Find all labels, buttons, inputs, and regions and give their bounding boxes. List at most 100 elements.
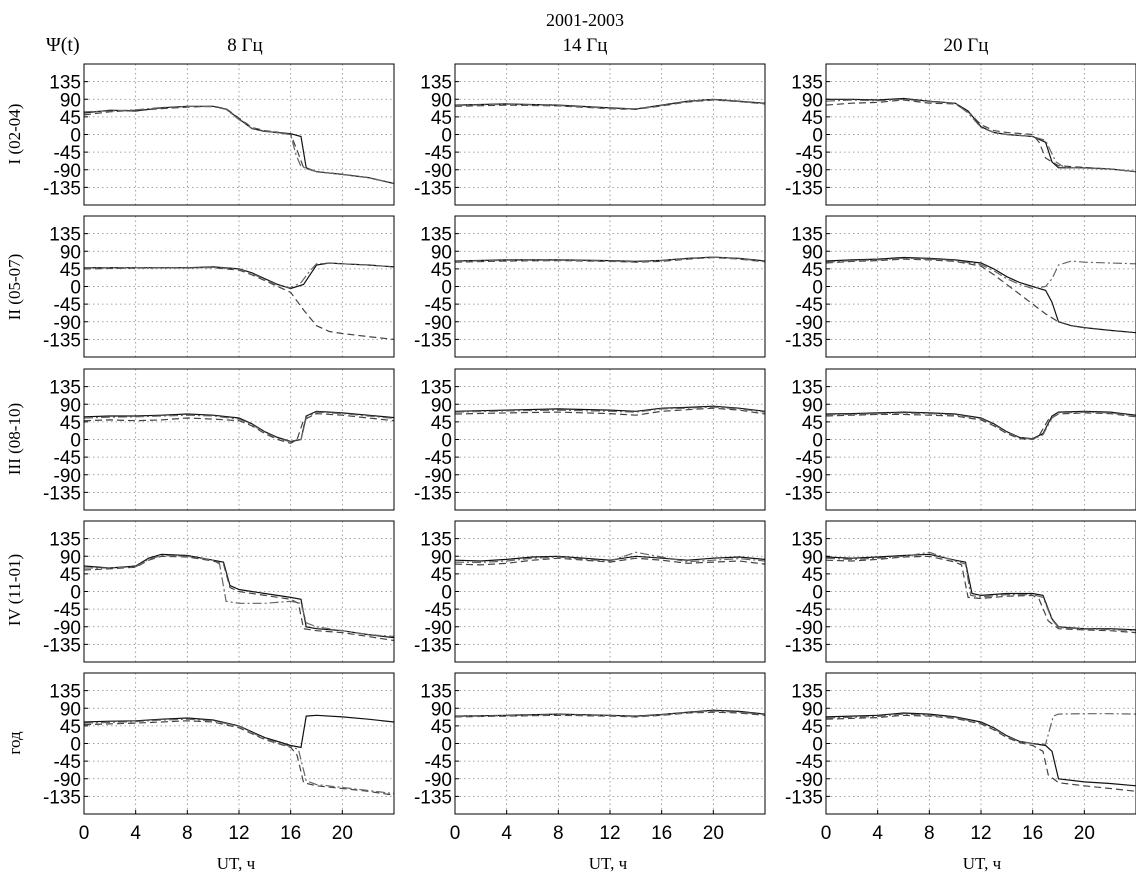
- y-tick-label: -90: [425, 161, 452, 182]
- y-tick-label: -45: [796, 448, 823, 469]
- y-tick-label: 45: [60, 565, 81, 586]
- y-tick-label: 135: [49, 682, 81, 703]
- y-tick-label: -135: [785, 178, 823, 199]
- x-tick-label: 16: [280, 823, 301, 844]
- series-line-dashed: [454, 557, 766, 566]
- y-tick-label: 0: [70, 431, 81, 452]
- y-tick-label: 135: [791, 530, 823, 551]
- y-tick-label: 0: [812, 126, 823, 147]
- y-tick-label: 90: [802, 242, 823, 263]
- x-tick-label: 16: [651, 823, 672, 844]
- y-tick-label: -90: [54, 313, 81, 334]
- y-tick-label: -90: [425, 466, 452, 487]
- series-line-dashed: [825, 714, 1136, 792]
- x-tick-label: 4: [501, 823, 512, 844]
- series-line-dash-dot: [84, 554, 395, 638]
- y-tick-label: 0: [441, 583, 452, 604]
- y-tick-label: 135: [49, 73, 81, 94]
- series-line-dash-dot: [454, 710, 766, 718]
- panel-frame: [83, 520, 395, 663]
- y-tick-label: -90: [54, 466, 81, 487]
- series-line-dash-dot: [454, 551, 766, 564]
- y-tick-label: 0: [70, 278, 81, 299]
- series-line-dash-dot: [454, 98, 766, 110]
- panel-frame: [83, 63, 395, 206]
- row-label-3: III (08-10): [5, 403, 24, 475]
- y-tick-label: -90: [796, 466, 823, 487]
- y-tick-label: -90: [796, 618, 823, 639]
- panel-frame: [83, 215, 395, 358]
- y-tick-label: -135: [785, 635, 823, 656]
- y-tick-label: -90: [54, 770, 81, 791]
- y-tick-label: 135: [49, 530, 81, 551]
- panel-frame: [825, 63, 1136, 206]
- series-line-dashed: [825, 412, 1136, 441]
- y-tick-label: -45: [425, 295, 452, 316]
- y-tick-label: 45: [802, 717, 823, 738]
- y-tick-label: -45: [796, 143, 823, 164]
- figure-suptitle: 2001-2003: [546, 10, 624, 30]
- y-tick-label: -45: [425, 600, 452, 621]
- y-tick-label: -45: [54, 600, 81, 621]
- series-line-dashed: [454, 407, 766, 416]
- y-tick-label: 135: [49, 225, 81, 246]
- series-line-dash-dot: [454, 256, 766, 263]
- y-tick-label: -90: [796, 770, 823, 791]
- series-line-dashed: [83, 412, 395, 445]
- y-tick-label: -45: [54, 448, 81, 469]
- y-tick-label: -135: [43, 635, 81, 656]
- y-tick-label: 90: [431, 395, 452, 416]
- y-tick-label: -135: [785, 330, 823, 351]
- y-tick-label: -90: [425, 618, 452, 639]
- y-tick-label: -45: [54, 143, 81, 164]
- y-tick-label: 0: [812, 431, 823, 452]
- y-tick-label: -135: [43, 787, 81, 808]
- y-tick-label: 135: [420, 378, 452, 399]
- series-line-dashed: [83, 555, 395, 642]
- y-tick-label: 45: [60, 260, 81, 281]
- y-tick-label: 135: [791, 682, 823, 703]
- y-tick-label: -135: [414, 635, 452, 656]
- y-tick-label: 0: [441, 735, 452, 756]
- y-tick-label: 90: [60, 699, 81, 720]
- y-tick-label: -135: [414, 483, 452, 504]
- x-tick-label: 0: [450, 823, 461, 844]
- y-tick-label: -90: [796, 161, 823, 182]
- series-line-dashed: [83, 720, 395, 796]
- y-tick-label: 90: [431, 242, 452, 263]
- y-tick-label: 135: [791, 378, 823, 399]
- x-tick-label: 20: [703, 823, 724, 844]
- x-tick-label: 8: [553, 823, 564, 844]
- x-tick-label: 12: [970, 823, 991, 844]
- panel-frame: [454, 368, 766, 511]
- y-tick-label: -45: [54, 295, 81, 316]
- panel-frame: [454, 520, 766, 663]
- x-tick-label: 0: [79, 823, 90, 844]
- y-tick-label: 135: [420, 73, 452, 94]
- column-title-20hz: 20 Гц: [944, 35, 989, 56]
- x-tick-label: 12: [599, 823, 620, 844]
- y-tick-label: -45: [425, 143, 452, 164]
- series-line-dash-dot: [83, 105, 395, 185]
- y-tick-label: 90: [431, 699, 452, 720]
- series-line-dashed: [825, 258, 1136, 334]
- x-axis-label-8hz: UT, ч: [217, 854, 256, 873]
- series-line-dashed: [825, 555, 1136, 634]
- x-tick-label: 20: [332, 823, 353, 844]
- y-tick-label: 90: [431, 90, 452, 111]
- panel-grid: 13590450-45-90-13513590450-45-90-1351359…: [43, 63, 1136, 844]
- y-tick-label: -135: [43, 483, 81, 504]
- series-line-dash-dot: [825, 257, 1136, 290]
- series-line-dash-dot: [825, 551, 1136, 632]
